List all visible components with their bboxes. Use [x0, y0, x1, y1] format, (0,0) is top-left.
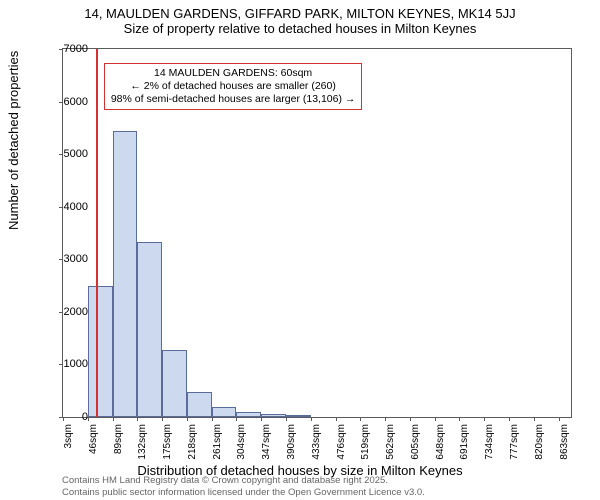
x-tick-label: 562sqm [385, 424, 396, 464]
chart-title-main: 14, MAULDEN GARDENS, GIFFARD PARK, MILTO… [0, 0, 600, 21]
histogram-bar [113, 131, 138, 418]
chart-title-sub: Size of property relative to detached ho… [0, 21, 600, 38]
x-tick-label: 218sqm [187, 424, 198, 464]
x-tick-label: 820sqm [534, 424, 545, 464]
x-tick-mark [311, 417, 312, 421]
x-tick-mark [559, 417, 560, 421]
y-tick-label: 5000 [48, 148, 88, 160]
annotation-box: 14 MAULDEN GARDENS: 60sqm ← 2% of detach… [104, 63, 363, 110]
footer: Contains HM Land Registry data © Crown c… [62, 475, 425, 498]
y-tick-label: 3000 [48, 253, 88, 265]
x-tick-label: 261sqm [212, 424, 223, 464]
x-tick-label: 175sqm [162, 424, 173, 464]
histogram-bar [162, 350, 187, 417]
plot-area: 14 MAULDEN GARDENS: 60sqm ← 2% of detach… [62, 48, 572, 418]
histogram-bar [286, 415, 311, 417]
x-tick-label: 691sqm [459, 424, 470, 464]
annotation-line-2: ← 2% of detached houses are smaller (260… [111, 80, 356, 93]
x-tick-mark [113, 417, 114, 421]
y-tick-label: 0 [48, 411, 88, 423]
x-tick-mark [261, 417, 262, 421]
x-tick-label: 433sqm [311, 424, 322, 464]
x-tick-label: 605sqm [410, 424, 421, 464]
x-tick-mark [336, 417, 337, 421]
x-tick-mark [534, 417, 535, 421]
histogram-bar [187, 392, 212, 417]
x-tick-mark [459, 417, 460, 421]
x-tick-mark [162, 417, 163, 421]
histogram-bar [137, 242, 162, 417]
x-tick-label: 347sqm [261, 424, 272, 464]
x-tick-label: 863sqm [559, 424, 570, 464]
annotation-line-3: 98% of semi-detached houses are larger (… [111, 93, 356, 106]
x-tick-label: 648sqm [435, 424, 446, 464]
footer-line-1: Contains HM Land Registry data © Crown c… [62, 475, 425, 486]
y-tick-label: 4000 [48, 201, 88, 213]
histogram-bar [88, 286, 113, 417]
highlight-line [96, 49, 98, 417]
chart-container: 14, MAULDEN GARDENS, GIFFARD PARK, MILTO… [0, 0, 600, 500]
x-tick-mark [137, 417, 138, 421]
annotation-line-1: 14 MAULDEN GARDENS: 60sqm [111, 67, 356, 80]
x-tick-mark [212, 417, 213, 421]
x-tick-label: 390sqm [286, 424, 297, 464]
x-tick-mark [435, 417, 436, 421]
x-tick-label: 304sqm [236, 424, 247, 464]
x-tick-mark [360, 417, 361, 421]
x-tick-label: 46sqm [88, 424, 99, 464]
histogram-bar [236, 412, 261, 417]
x-tick-mark [509, 417, 510, 421]
x-tick-mark [410, 417, 411, 421]
x-tick-mark [484, 417, 485, 421]
y-tick-label: 2000 [48, 306, 88, 318]
x-tick-mark [385, 417, 386, 421]
x-tick-label: 777sqm [509, 424, 520, 464]
y-tick-label: 1000 [48, 358, 88, 370]
x-tick-label: 89sqm [113, 424, 124, 464]
x-tick-label: 3sqm [63, 424, 74, 464]
y-tick-label: 6000 [48, 96, 88, 108]
histogram-bar [212, 407, 237, 418]
histogram-bar [261, 414, 286, 417]
x-tick-label: 734sqm [484, 424, 495, 464]
x-tick-label: 476sqm [336, 424, 347, 464]
y-tick-label: 7000 [48, 43, 88, 55]
x-tick-mark [286, 417, 287, 421]
y-axis-label: Number of detached properties [6, 51, 21, 230]
x-tick-label: 132sqm [137, 424, 148, 464]
x-tick-label: 519sqm [360, 424, 371, 464]
x-tick-mark [187, 417, 188, 421]
footer-line-2: Contains public sector information licen… [62, 487, 425, 498]
x-tick-mark [236, 417, 237, 421]
